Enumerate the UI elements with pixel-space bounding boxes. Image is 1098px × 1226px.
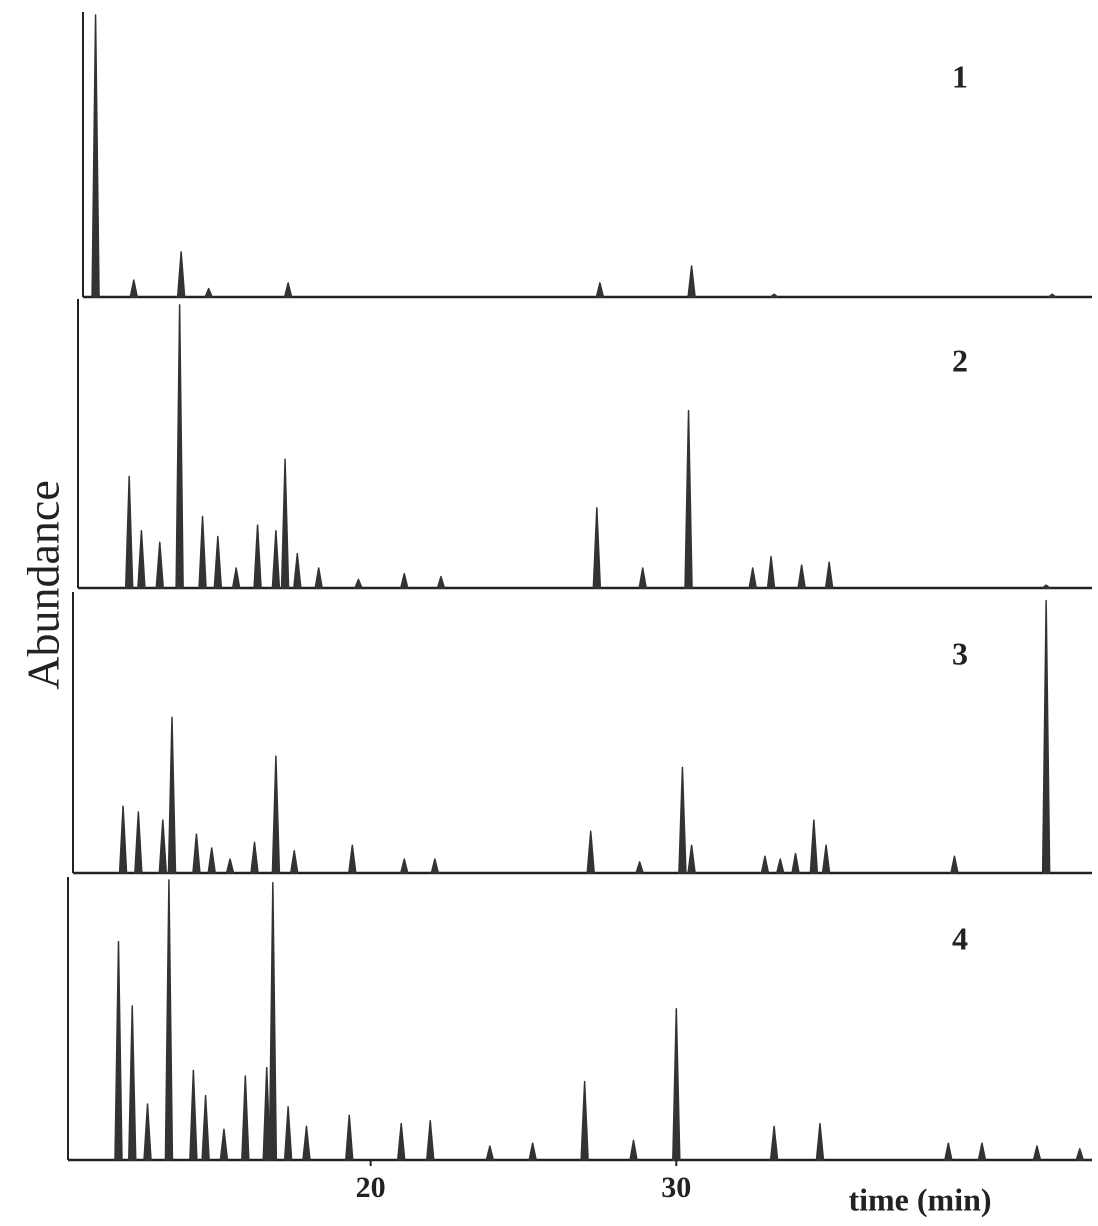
peak bbox=[1048, 293, 1057, 298]
peak bbox=[289, 850, 299, 874]
peak bbox=[143, 1103, 152, 1161]
peak bbox=[283, 282, 293, 298]
peak bbox=[175, 304, 184, 589]
peak bbox=[137, 530, 146, 589]
peak bbox=[400, 572, 409, 589]
peak bbox=[977, 1142, 987, 1161]
peak bbox=[950, 855, 959, 874]
peak bbox=[268, 882, 278, 1161]
peak bbox=[354, 578, 363, 589]
peak bbox=[769, 293, 779, 298]
peak bbox=[586, 830, 595, 874]
peak bbox=[158, 819, 168, 874]
peak bbox=[271, 530, 281, 589]
peak bbox=[1041, 599, 1051, 874]
peak bbox=[348, 844, 357, 874]
peak bbox=[213, 535, 223, 589]
peak bbox=[114, 940, 123, 1161]
peak bbox=[485, 1145, 495, 1161]
panel-label: 3 bbox=[952, 635, 968, 671]
x-axis-label: time (min) bbox=[848, 1181, 991, 1217]
peak bbox=[672, 1008, 681, 1161]
peak bbox=[678, 766, 687, 874]
peak bbox=[118, 805, 128, 874]
peak bbox=[314, 567, 323, 589]
peak bbox=[1075, 1148, 1085, 1161]
peak bbox=[797, 564, 806, 589]
peak bbox=[760, 855, 770, 874]
peak bbox=[595, 282, 605, 298]
peak bbox=[687, 265, 696, 298]
peak bbox=[129, 279, 139, 298]
peak bbox=[426, 1120, 435, 1161]
peak bbox=[687, 844, 696, 874]
peak bbox=[824, 561, 834, 589]
y-axis-label: Abundance bbox=[18, 480, 69, 689]
peak bbox=[124, 475, 134, 589]
peak bbox=[164, 879, 174, 1161]
panel-label: 2 bbox=[952, 342, 968, 378]
peak bbox=[430, 858, 440, 874]
peak bbox=[280, 458, 290, 589]
peak bbox=[241, 1075, 250, 1161]
peak bbox=[815, 1122, 825, 1161]
x-tick-label: 30 bbox=[661, 1171, 691, 1204]
peak bbox=[769, 1125, 779, 1161]
panel-label: 1 bbox=[952, 58, 968, 94]
peak bbox=[231, 567, 241, 589]
peak bbox=[91, 14, 100, 298]
peak bbox=[283, 1106, 293, 1161]
peak bbox=[775, 858, 785, 874]
peak bbox=[219, 1128, 229, 1161]
peak bbox=[198, 515, 207, 589]
x-tick-label: 20 bbox=[356, 1171, 386, 1204]
peak bbox=[748, 567, 757, 589]
peak bbox=[528, 1142, 537, 1161]
peak bbox=[253, 524, 262, 589]
peak bbox=[592, 507, 602, 589]
peak bbox=[225, 858, 235, 874]
peak bbox=[629, 1139, 638, 1161]
peak bbox=[201, 1094, 210, 1161]
peak bbox=[400, 858, 409, 874]
peak bbox=[1041, 584, 1051, 589]
peak bbox=[684, 409, 693, 589]
peak bbox=[809, 819, 819, 874]
peak bbox=[176, 251, 186, 298]
peak bbox=[192, 833, 201, 874]
peak bbox=[250, 841, 259, 874]
peak bbox=[167, 716, 177, 874]
peak bbox=[189, 1069, 198, 1161]
peak bbox=[821, 844, 831, 874]
peak bbox=[791, 852, 800, 874]
peak bbox=[638, 567, 647, 589]
peak bbox=[127, 1005, 137, 1161]
peak bbox=[293, 552, 302, 589]
peak bbox=[345, 1114, 354, 1161]
peak bbox=[436, 575, 446, 589]
peak bbox=[302, 1125, 311, 1161]
peak bbox=[204, 287, 213, 298]
peak bbox=[134, 811, 143, 874]
peak bbox=[155, 541, 165, 589]
peak bbox=[396, 1122, 406, 1161]
peak bbox=[580, 1080, 589, 1161]
panel-label: 4 bbox=[952, 920, 968, 956]
peak bbox=[207, 847, 216, 874]
peak bbox=[262, 1066, 271, 1161]
peak bbox=[271, 755, 281, 874]
peak bbox=[944, 1142, 953, 1161]
peak bbox=[766, 555, 776, 589]
peak bbox=[1032, 1145, 1042, 1161]
peak bbox=[635, 861, 644, 874]
